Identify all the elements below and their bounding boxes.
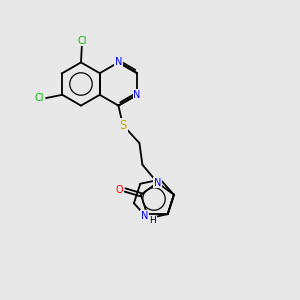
Text: S: S (119, 118, 127, 132)
Text: O: O (116, 185, 124, 195)
Text: N: N (134, 90, 141, 100)
Text: Cl: Cl (77, 35, 87, 46)
Text: H: H (149, 216, 156, 225)
Text: N: N (115, 57, 122, 68)
Text: N: N (154, 178, 161, 188)
Text: Cl: Cl (35, 93, 44, 103)
Text: N: N (141, 211, 148, 221)
